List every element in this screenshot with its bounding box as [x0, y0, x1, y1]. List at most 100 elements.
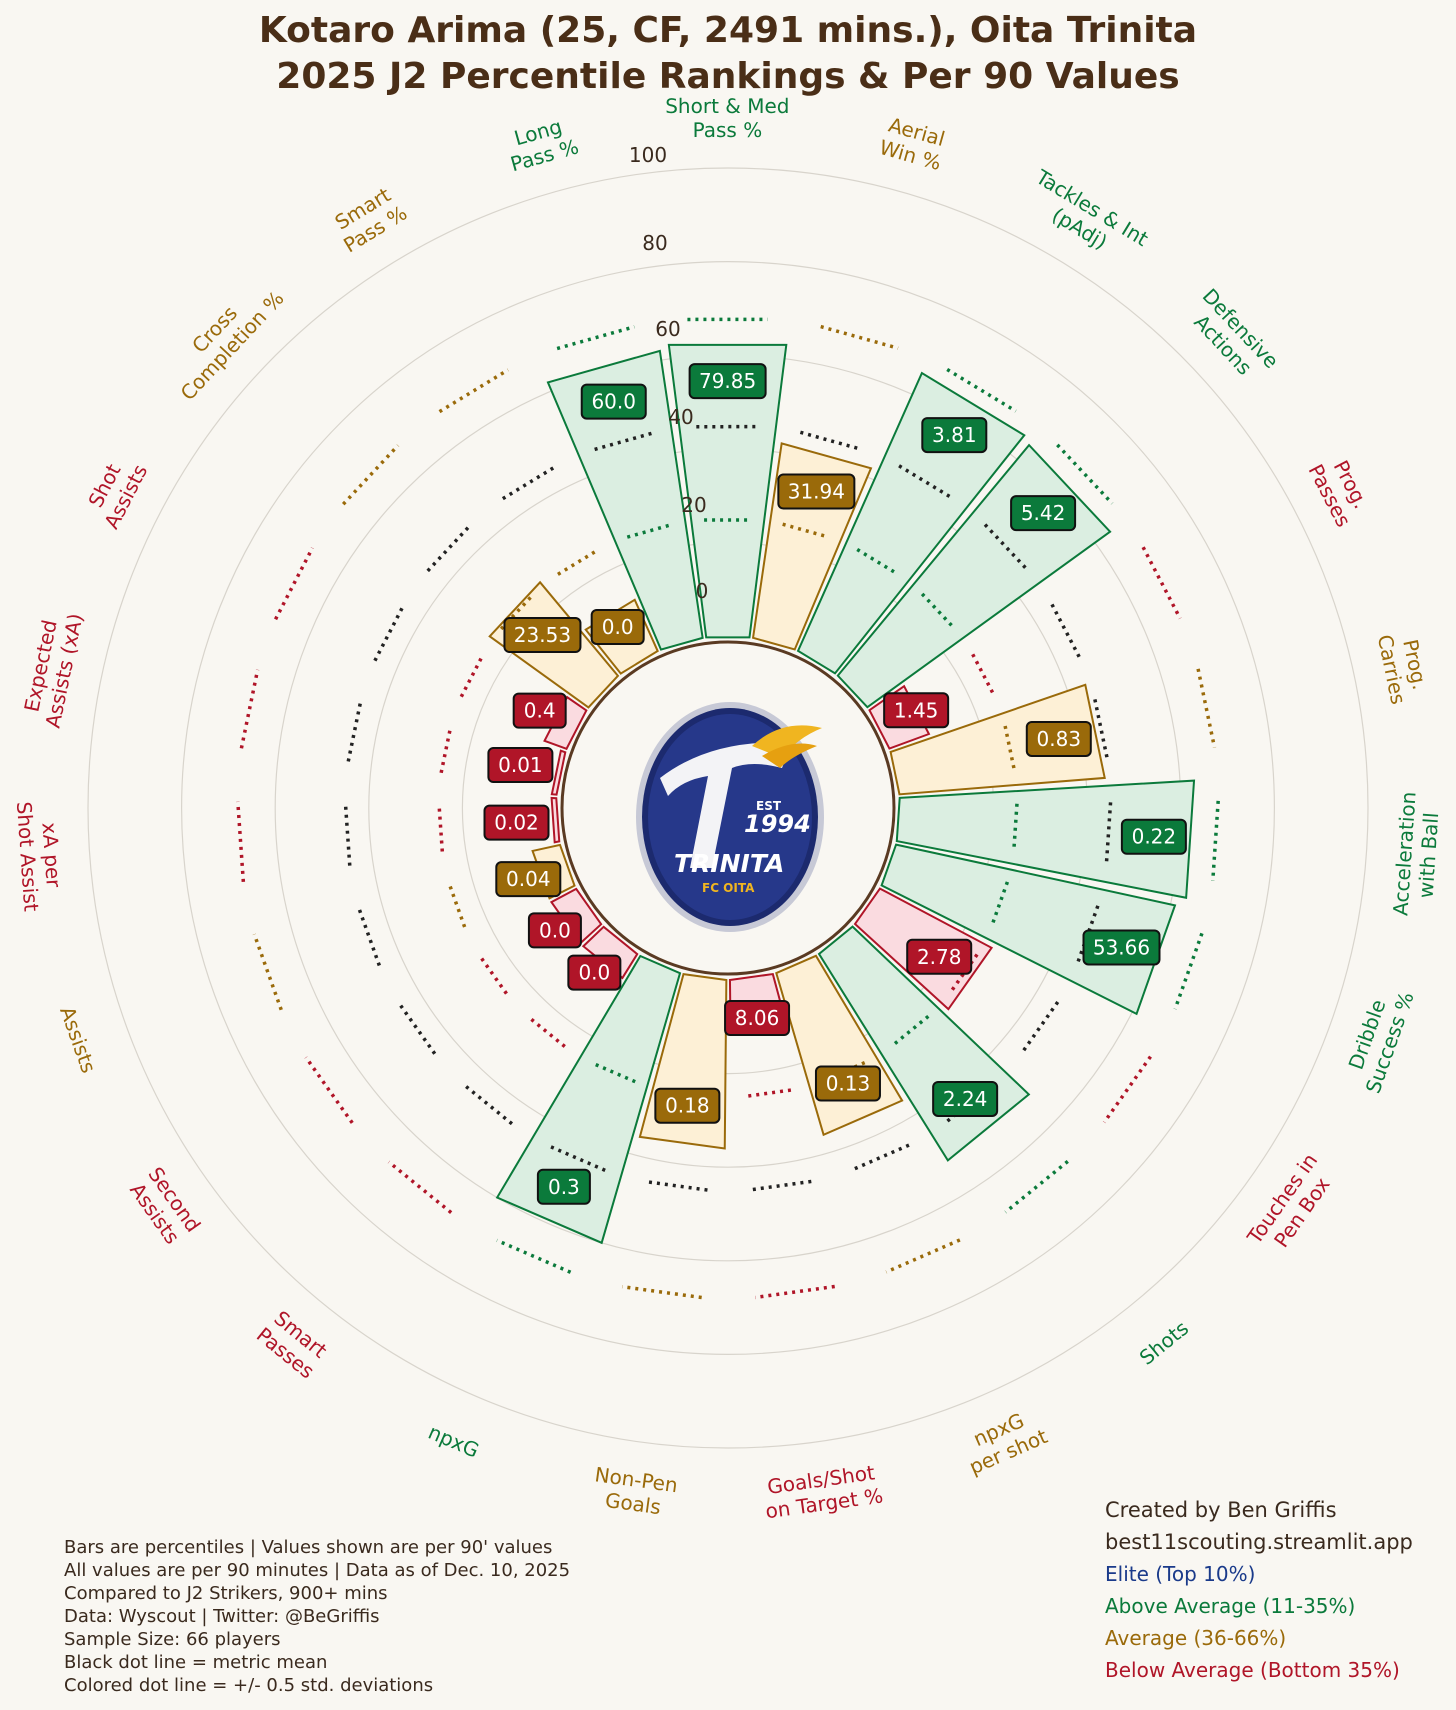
value-label: 53.66: [1093, 935, 1150, 959]
mean-dot-line: [850, 1143, 910, 1172]
std-dot-line: [439, 726, 453, 774]
ring-tick-label: 0: [696, 579, 709, 603]
std-dot-line: [341, 444, 400, 506]
inner-ring: [560, 640, 896, 976]
legend-average: Average (36-66%): [1105, 1626, 1287, 1650]
chart-title-line-1: Kotaro Arima (25, CF, 2491 mins.), Oita …: [258, 10, 1198, 51]
logo-name: TRINITA: [674, 849, 784, 878]
std-dot-line: [1056, 443, 1114, 505]
std-dot-line: [556, 325, 635, 351]
value-label-box: [1082, 929, 1161, 966]
value-label-box: [688, 363, 767, 400]
grid-rings: [87, 167, 1369, 1449]
mean-dot-line: [1104, 802, 1113, 866]
bars-layer: [236, 317, 1220, 1300]
std-dot-line: [557, 548, 600, 576]
std-dot-line: [526, 1015, 566, 1048]
category-label-line: npxG: [425, 1420, 483, 1463]
bar: [581, 925, 639, 980]
value-label: 0.02: [494, 811, 539, 835]
ring-tick-label: 20: [681, 493, 706, 517]
mean-dot-line: [645, 1179, 708, 1192]
bar: [889, 683, 1106, 796]
value-label: 0.13: [826, 1071, 871, 1095]
category-label: Prog.Passes: [1304, 456, 1374, 530]
value-label-box: [580, 383, 647, 420]
std-dot-line: [1211, 800, 1220, 882]
std-dot-line: [971, 653, 997, 698]
mean-dot-line: [397, 1001, 437, 1055]
footnote-line: Data: Wyscout | Twitter: @BeGriffis: [64, 1606, 380, 1627]
std-dot-line: [387, 1160, 453, 1214]
mean-dot-line: [594, 430, 656, 452]
mean-dot-line: [799, 430, 862, 451]
value-label: 0.22: [1132, 825, 1177, 849]
value-label: 1.45: [894, 698, 939, 722]
grid-ring: [180, 260, 1276, 1356]
value-label-box: [1010, 495, 1077, 532]
club-logo: EST 1994 TRINITA FC OITA: [632, 698, 828, 940]
value-label: 5.42: [1021, 501, 1066, 525]
category-label: npxG: [425, 1420, 483, 1463]
mean-dot-line: [1050, 603, 1083, 661]
chart-title: Kotaro Arima (25, CF, 2491 mins.), Oita …: [0, 8, 1456, 100]
std-dot-line: [743, 1088, 792, 1099]
value-label-box: [487, 747, 554, 784]
value-label: 0.01: [498, 753, 543, 777]
std-dot-line: [252, 933, 283, 1011]
category-label-line: Assists: [55, 1003, 101, 1076]
value-label: 31.94: [788, 480, 845, 504]
bar: [895, 779, 1196, 899]
std-dot-line: [1004, 1160, 1069, 1214]
value-label: 0.0: [602, 615, 634, 639]
value-label: 0.3: [548, 1175, 580, 1199]
footnote-line: Colored dot line = +/- 0.5 std. deviatio…: [64, 1675, 434, 1696]
footnotes: Bars are percentiles | Values shown are …: [64, 1536, 570, 1697]
credit-author: Created by Ben Griffis: [1105, 1498, 1337, 1522]
chart-title-line-2: 2025 J2 Percentile Rankings & Per 90 Val…: [276, 56, 1180, 97]
mean-dot-line: [546, 1143, 606, 1172]
footnote-line: All values are per 90 minutes | Data as …: [64, 1560, 571, 1581]
value-label-box: [1120, 818, 1187, 855]
value-labels-layer: 31.94 3.81 5.42 1.45 0.83 0.22 53.66 2.78 2.24 0.…: [483, 363, 1187, 1205]
std-dot-line: [438, 368, 509, 414]
std-dot-line: [236, 801, 246, 882]
value-label: 79.85: [699, 369, 756, 393]
bar: [550, 749, 567, 796]
std-dot-line: [304, 1056, 354, 1124]
std-dot-line: [1102, 1055, 1152, 1124]
mean-dot-line: [983, 523, 1030, 572]
legend-below-average: Below Average (Bottom 35%): [1105, 1658, 1400, 1682]
std-dot-line: [1196, 668, 1217, 748]
credits-block: Created by Ben Griffis best11scouting.st…: [1105, 1494, 1413, 1686]
value-label-box: [512, 692, 567, 729]
footnote-line: Black dot line = metric mean: [64, 1652, 328, 1673]
category-label-line: Pass %: [693, 118, 763, 142]
bar: [550, 796, 561, 844]
mean-dot-line: [343, 803, 352, 866]
value-label-box: [777, 473, 856, 510]
category-label: Shots: [1135, 1316, 1193, 1370]
mean-dot-line: [1093, 699, 1110, 762]
value-label-box: [921, 417, 988, 454]
footnote-line: Sample Size: 66 players: [64, 1629, 281, 1650]
value-label: 3.81: [932, 423, 977, 447]
category-label-line: with Ball: [1414, 812, 1444, 899]
value-label-box: [724, 999, 791, 1036]
value-label: 0.04: [506, 867, 551, 891]
logo-est: EST: [756, 799, 782, 813]
mean-dot-line: [501, 464, 558, 501]
mean-dot-line: [1020, 1001, 1060, 1055]
category-label-line: Short & Med: [665, 94, 789, 118]
bar: [667, 343, 788, 639]
logo-sub: FC OITA: [702, 881, 755, 895]
std-dot-line: [437, 804, 445, 852]
std-dot-line: [820, 324, 899, 350]
value-label: 0.83: [1037, 727, 1082, 751]
